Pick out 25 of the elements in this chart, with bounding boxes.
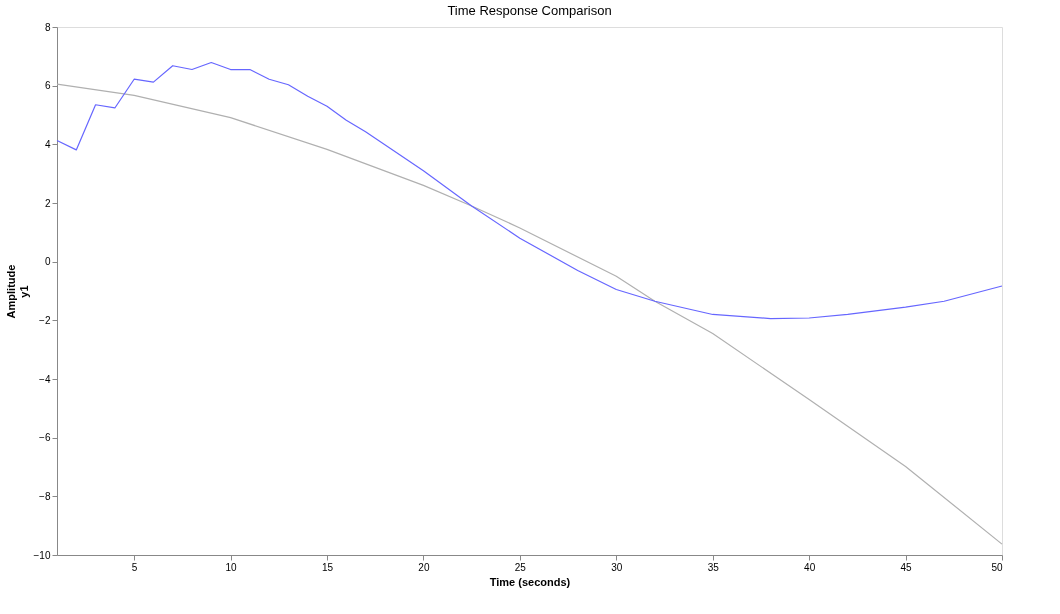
y-tick-label: −6 xyxy=(39,432,51,444)
y-tick-label: −10 xyxy=(33,549,51,561)
x-tick-label: 45 xyxy=(900,561,913,573)
x-tick-label: 5 xyxy=(131,561,138,573)
y-tick-label: 8 xyxy=(44,21,51,33)
x-tick-label: 20 xyxy=(418,561,430,573)
y-tick-label: −8 xyxy=(39,490,51,502)
x-tick-label: 50 xyxy=(991,561,1003,573)
line-series xyxy=(56,61,1003,320)
x-tick-label: 35 xyxy=(707,561,720,573)
y-tick-label: 2 xyxy=(44,197,51,209)
y-tick-label: 0 xyxy=(44,256,51,268)
x-axis-title: Time (seconds) xyxy=(489,575,571,588)
x-tick-label: 25 xyxy=(514,561,527,573)
x-tick-label: 40 xyxy=(804,561,816,573)
y-axis-title: Amplitude y1 xyxy=(4,264,30,319)
chart-title: Time Response Comparison xyxy=(447,3,612,18)
y-tick-label: −4 xyxy=(39,373,51,385)
x-tick-label: 15 xyxy=(321,561,334,573)
line-series xyxy=(56,83,1003,545)
x-tick-label: 30 xyxy=(611,561,623,573)
y-tick-label: −2 xyxy=(39,314,51,326)
x-tick-label: 10 xyxy=(225,561,238,573)
y-tick-label: 4 xyxy=(44,138,51,150)
y-tick-label: 6 xyxy=(44,80,51,92)
